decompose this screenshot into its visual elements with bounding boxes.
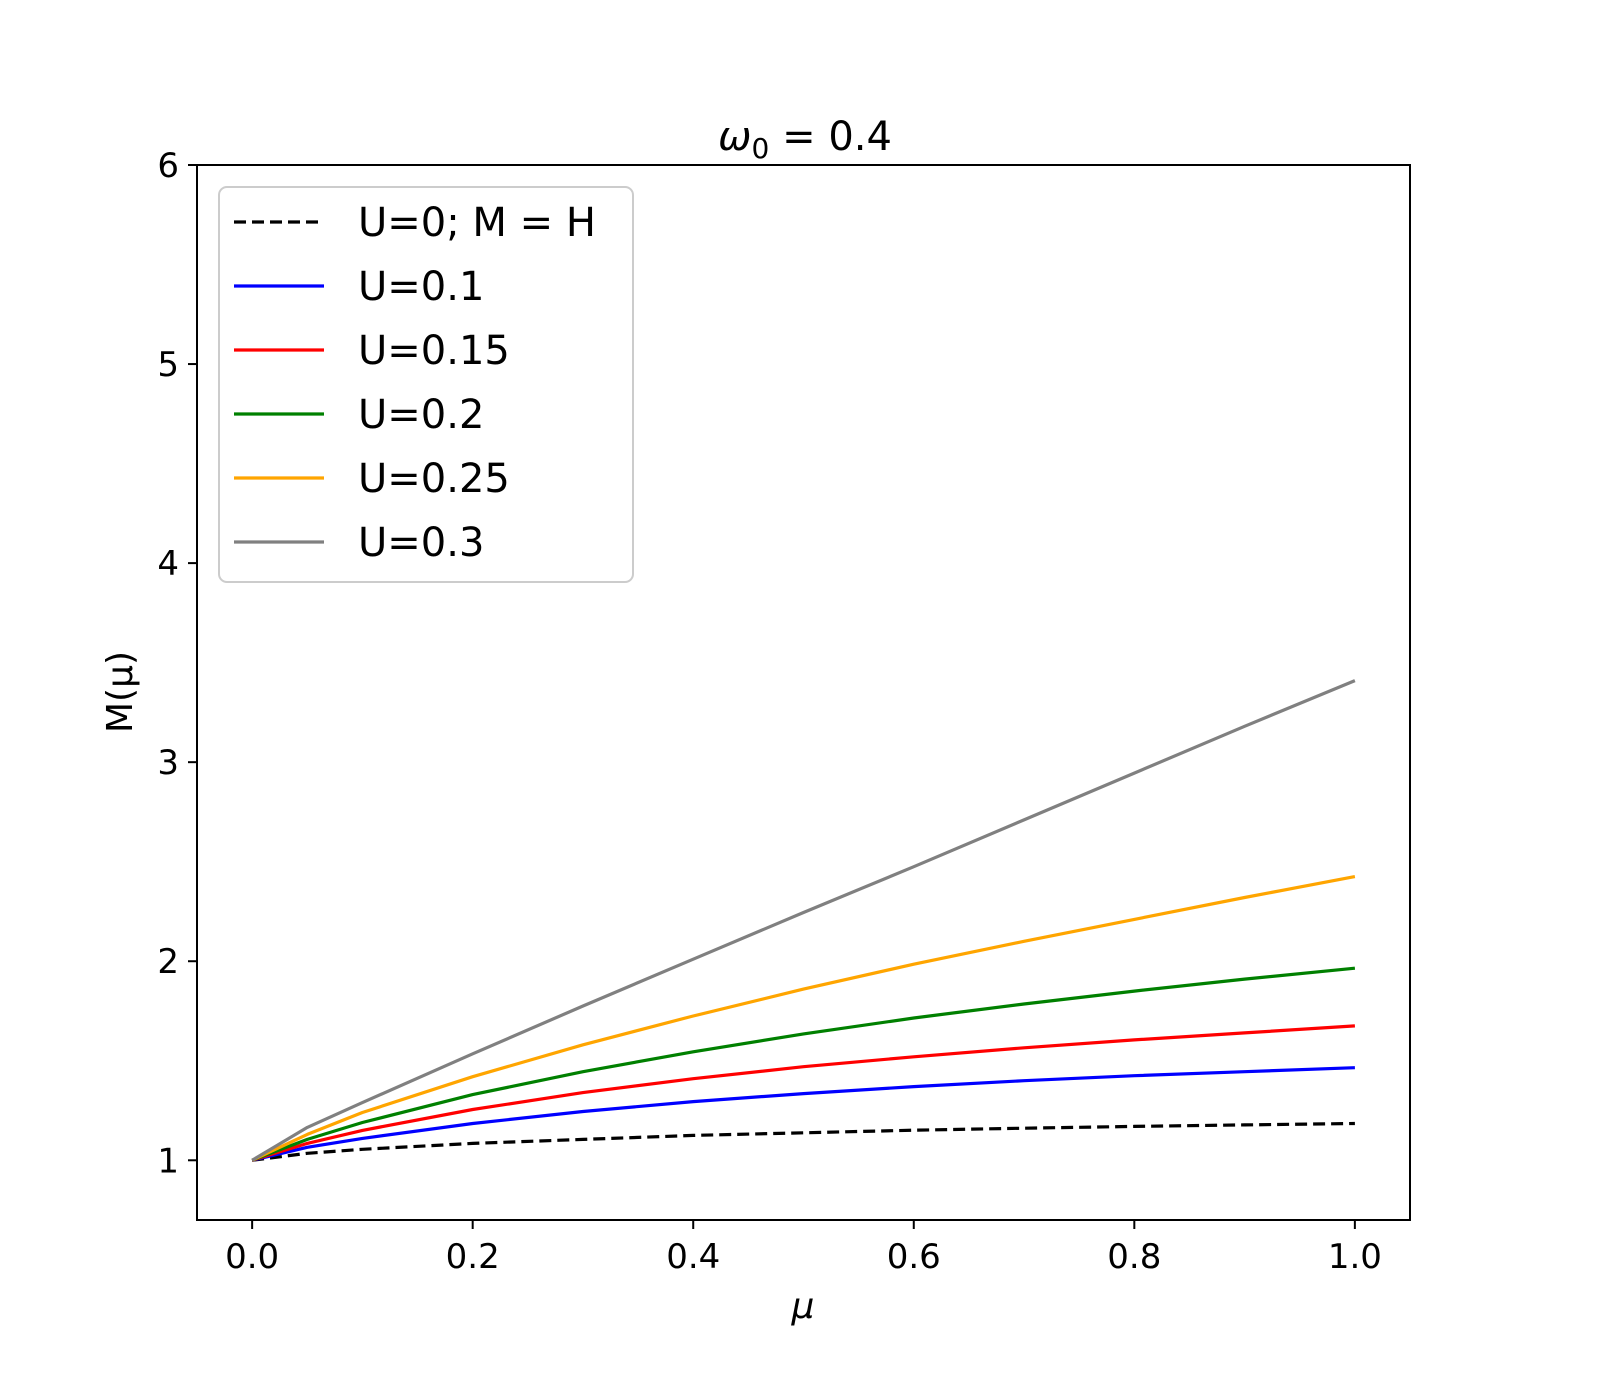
- legend-label-2: U=0.15: [358, 328, 510, 374]
- y-tick-label: 4: [157, 544, 179, 584]
- series-layer: [251, 679, 1356, 1162]
- legend-label-5: U=0.3: [358, 520, 484, 566]
- series-line-0: [251, 1121, 1355, 1162]
- y-tick-label: 3: [157, 743, 179, 783]
- y-axis: 1 2 3 4 5 6: [157, 146, 197, 1181]
- y-tick-label: 2: [157, 942, 179, 982]
- x-axis-label: μ: [791, 1286, 815, 1327]
- x-tick-label: 0.4: [666, 1237, 720, 1277]
- legend-label-3: U=0.2: [358, 392, 484, 438]
- series-line-4: [251, 875, 1356, 1162]
- y-tick-label: 5: [157, 345, 179, 385]
- series-line-3: [251, 966, 1356, 1162]
- series-line-1: [251, 1066, 1355, 1162]
- plot-frame: [196, 164, 1411, 1221]
- series-line-2: [251, 1024, 1356, 1162]
- x-tick-label: 0.2: [446, 1237, 500, 1277]
- legend-label-4: U=0.25: [358, 456, 510, 502]
- y-tick-label: 1: [157, 1141, 179, 1181]
- x-tick-label: 0.0: [225, 1237, 279, 1277]
- chart-title: ω0 = 0.4: [718, 114, 892, 165]
- x-tick-label: 1.0: [1328, 1237, 1382, 1277]
- legend-label-1: U=0.1: [358, 264, 484, 310]
- legend-label-0: U=0; M = H: [358, 200, 596, 246]
- title-rest: = 0.4: [769, 114, 892, 160]
- x-tick-label: 0.6: [887, 1237, 941, 1277]
- title-subscript: 0: [752, 132, 770, 165]
- x-tick-label: 0.8: [1107, 1237, 1161, 1277]
- x-axis: 0.0 0.2 0.4 0.6 0.8 1.0: [225, 1220, 1382, 1277]
- series-line-5: [251, 679, 1356, 1162]
- legend: U=0; M = H U=0.1 U=0.15 U=0.2 U=0.25 U=0.3: [218, 186, 634, 583]
- y-tick-label: 6: [157, 146, 179, 186]
- y-axis-label: M(μ): [100, 651, 141, 733]
- title-symbol: ω: [718, 114, 752, 160]
